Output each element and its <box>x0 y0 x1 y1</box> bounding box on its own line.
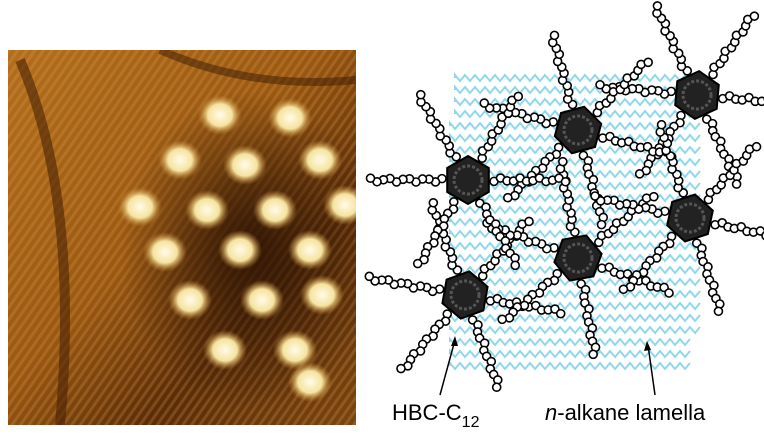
molecule-spot <box>223 145 267 185</box>
schematic <box>365 2 764 391</box>
alkyl-bead <box>365 272 373 280</box>
alkane-chain <box>450 327 700 333</box>
molecule-spot <box>218 230 262 270</box>
alkyl-bead <box>525 217 533 225</box>
molecule-spot <box>185 190 229 230</box>
label-italic: n <box>545 400 557 425</box>
molecule-spot <box>323 185 367 225</box>
alkyl-bead <box>750 12 758 20</box>
alkyl-bead <box>511 261 519 269</box>
alkyl-bead <box>653 2 661 10</box>
molecule-spot <box>240 280 284 320</box>
alkane-chain <box>455 75 700 81</box>
alkyl-bead <box>397 365 405 373</box>
molecule-spot <box>118 187 162 227</box>
alkyl-bead <box>753 143 761 151</box>
alkyl-bead <box>758 97 764 105</box>
alkyl-bead <box>514 92 522 100</box>
label-hbc: HBC-C12 <box>392 400 480 431</box>
alkyl-bead <box>636 170 644 178</box>
molecule-spot <box>268 98 312 138</box>
label-text: HBC-C <box>392 400 462 425</box>
label-text: -alkane lamella <box>557 400 706 425</box>
alkyl-bead <box>733 180 741 188</box>
alkyl-bead <box>367 174 375 182</box>
alkyl-bead <box>665 289 673 297</box>
alkyl-bead <box>658 121 666 129</box>
molecule-spot <box>143 232 187 272</box>
alkane-chain <box>450 159 700 165</box>
stm-image <box>8 50 380 425</box>
alkyl-bead <box>559 158 567 166</box>
molecule-spot <box>168 280 212 320</box>
alkyl-bead <box>480 99 488 107</box>
molecule-spot <box>288 230 332 270</box>
molecule-spot <box>203 330 247 370</box>
alkyl-bead <box>644 58 652 66</box>
alkyl-bead <box>589 350 597 358</box>
molecule-spot <box>158 140 202 180</box>
molecule-spot <box>288 362 332 402</box>
figure: HBC-C12 n-alkane lamella <box>0 0 764 441</box>
molecule-spot <box>298 140 342 180</box>
alkyl-bead <box>493 383 501 391</box>
alkyl-bead <box>591 192 599 200</box>
alkyl-bead <box>596 81 604 89</box>
alkyl-bead <box>598 221 606 229</box>
alkyl-bead <box>557 310 565 318</box>
alkane-chain <box>450 315 700 321</box>
alkyl-bead <box>417 91 425 99</box>
alkyl-bead <box>504 194 512 202</box>
alkyl-bead <box>550 31 558 39</box>
label-alkane: n-alkane lamella <box>545 400 706 425</box>
alkyl-bead <box>650 193 658 201</box>
alkane-chain <box>450 195 700 201</box>
alkyl-bead <box>414 260 422 268</box>
alkyl-bead <box>429 199 437 207</box>
molecule-spot <box>300 275 344 315</box>
alkyl-bead <box>562 178 570 186</box>
alkyl-bead <box>498 315 506 323</box>
alkyl-bead <box>619 285 627 293</box>
molecule-spot <box>198 95 242 135</box>
alkyl-bead <box>714 307 722 315</box>
molecule-spot <box>253 190 297 230</box>
label-subscript: 12 <box>462 414 480 431</box>
